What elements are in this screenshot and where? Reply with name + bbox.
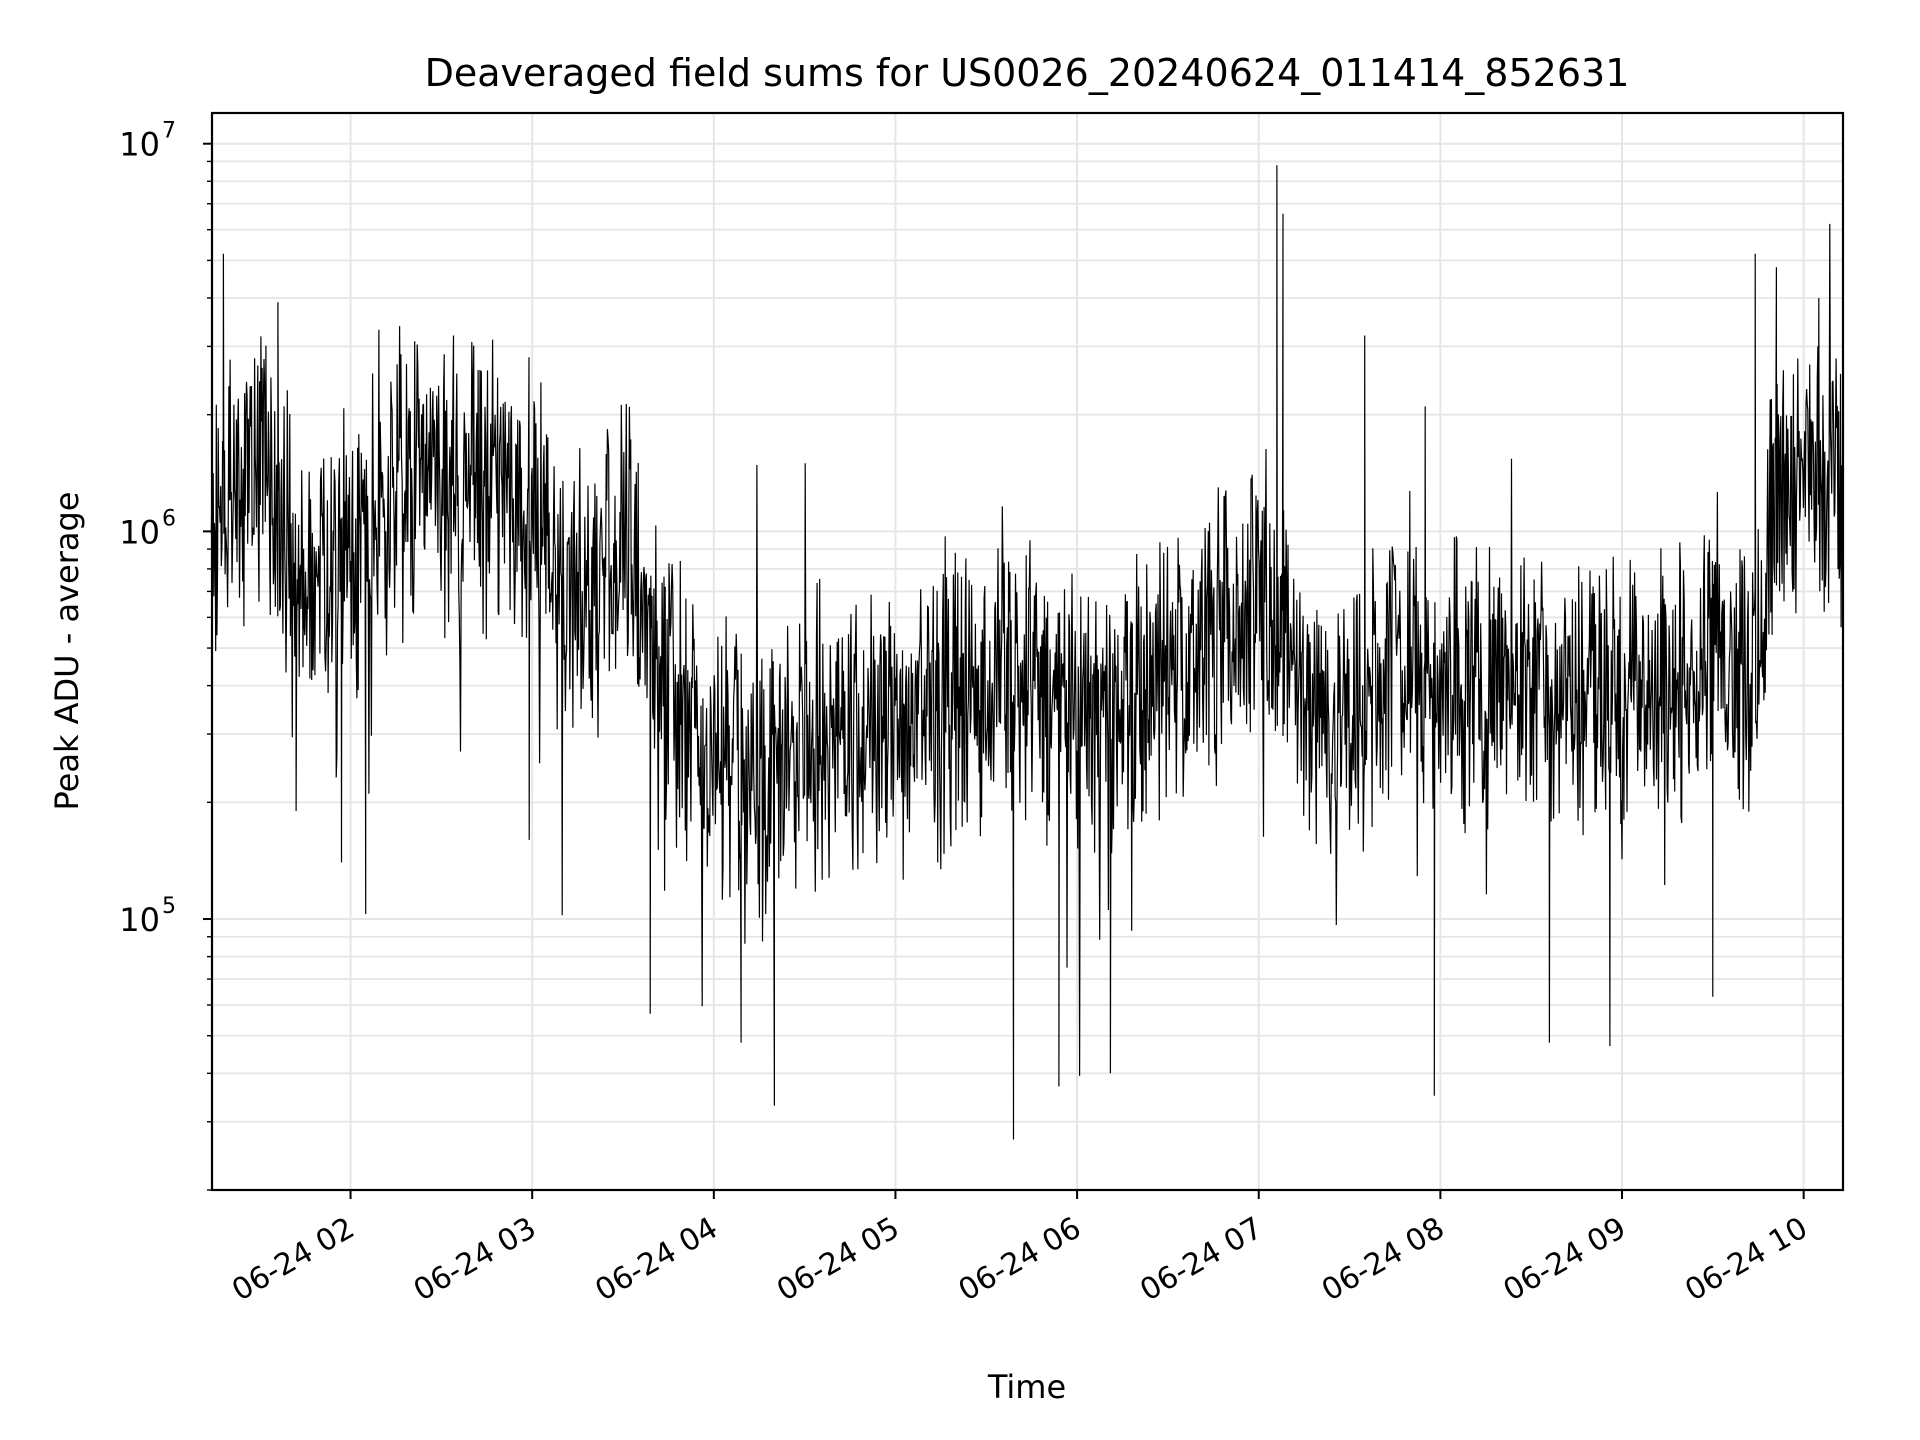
x-tick-label: 06-24 05 <box>771 1211 905 1309</box>
series-line <box>210 165 1844 1140</box>
y-tick-label: 10 <box>119 901 160 939</box>
y-tick-label: 10 <box>119 513 160 551</box>
y-axis-label: Peak ADU - average <box>48 492 86 811</box>
x-tick-label: 06-24 06 <box>953 1211 1087 1309</box>
grid <box>212 113 1843 1191</box>
x-tick-label: 06-24 03 <box>408 1211 542 1309</box>
y-tick-exponent: 6 <box>162 506 176 531</box>
plot-area-frame <box>210 111 1845 1192</box>
x-tick-label: 06-24 08 <box>1316 1211 1450 1309</box>
x-axis-label: Time <box>987 1368 1066 1406</box>
y-tick-label: 10 <box>119 126 160 164</box>
x-tick-label: 06-24 04 <box>590 1211 724 1309</box>
x-tick-label: 06-24 09 <box>1498 1211 1632 1309</box>
y-tick-exponent: 5 <box>162 894 176 919</box>
series-polyline <box>210 165 1844 1140</box>
y-tick-exponent: 7 <box>162 119 176 144</box>
chart-title: Deaveraged field sums for US0026_2024062… <box>425 51 1630 95</box>
x-tick-label: 06-24 02 <box>226 1211 360 1309</box>
x-tick-label: 06-24 10 <box>1679 1211 1813 1309</box>
x-tick-label: 06-24 07 <box>1134 1211 1268 1309</box>
